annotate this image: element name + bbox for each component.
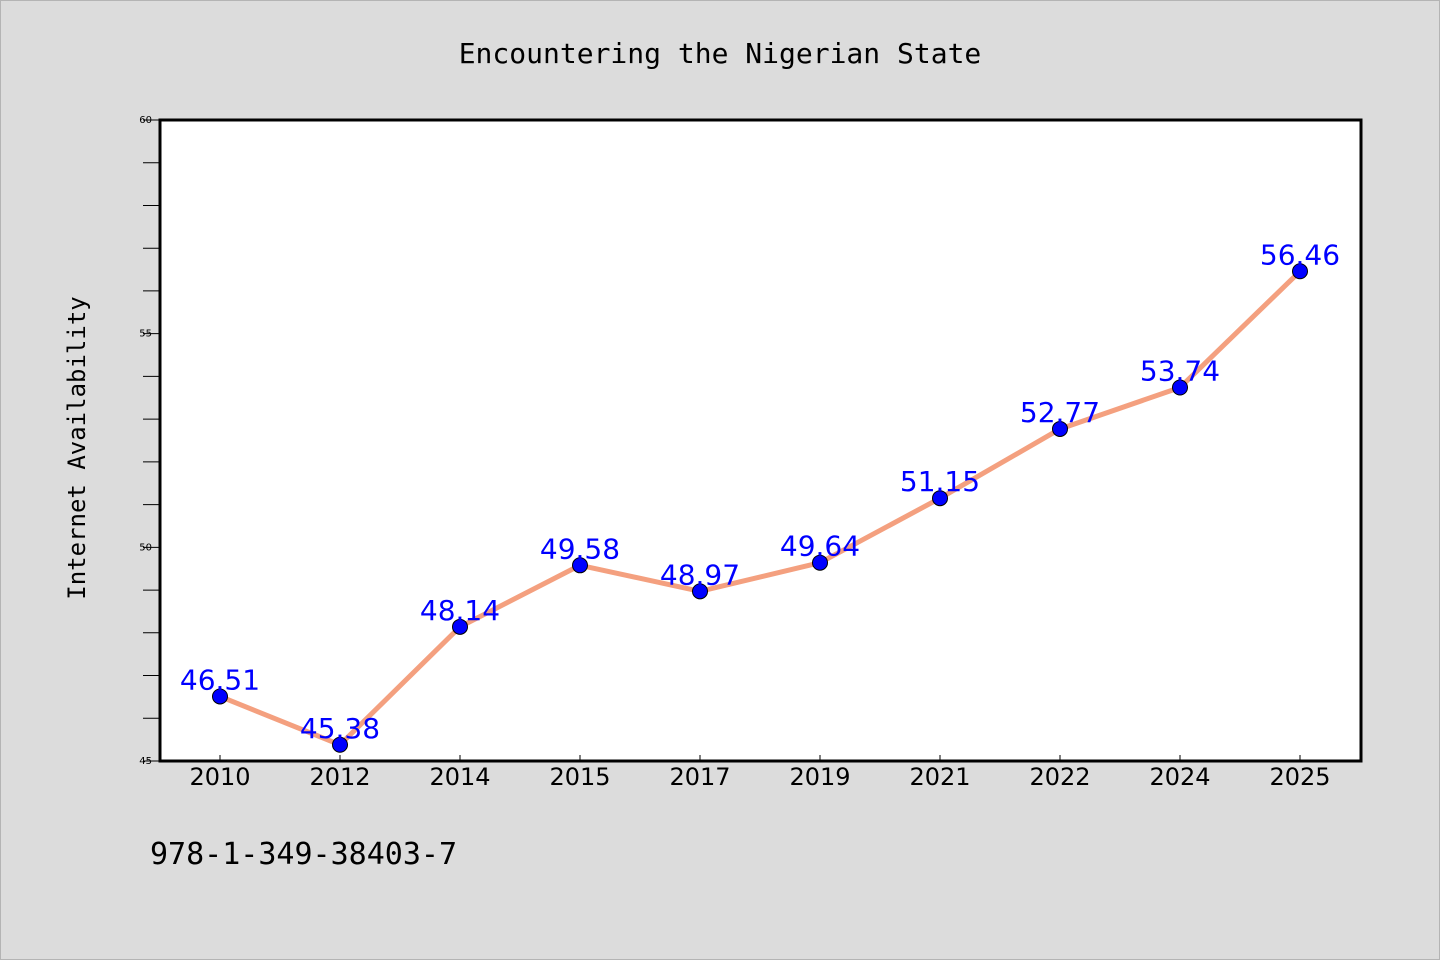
y-axis: 45 50 55 60 — [139, 115, 160, 767]
x-tick-label: 2024 — [1149, 763, 1210, 791]
y-tick-label: 55 — [139, 329, 152, 340]
data-point — [572, 557, 588, 574]
x-tick-label: 2019 — [789, 763, 850, 791]
y-tick-label: 50 — [139, 542, 152, 553]
data-point — [1052, 420, 1068, 437]
data-point — [1172, 379, 1188, 396]
data-label: 45.38 — [300, 712, 380, 745]
x-tick-label: 2017 — [669, 763, 730, 791]
data-point — [932, 490, 948, 507]
data-label: 53.74 — [1140, 355, 1220, 388]
data-label: 52.77 — [1020, 396, 1100, 429]
data-point — [212, 688, 228, 705]
x-tick-label: 2010 — [189, 763, 250, 791]
data-label: 49.64 — [780, 530, 860, 563]
y-axis-label: Internet Availability — [63, 296, 91, 599]
series-line — [217, 268, 1303, 748]
chart-title: Encountering the Nigerian State — [459, 37, 982, 70]
data-label: 49.58 — [540, 532, 620, 565]
data-label: 46.51 — [180, 663, 260, 696]
y-tick-label: 60 — [139, 115, 152, 126]
data-label: 51.15 — [900, 465, 980, 498]
data-label: 56.46 — [1260, 238, 1340, 271]
data-point — [1292, 263, 1308, 280]
x-tick-label: 2014 — [429, 763, 490, 791]
data-label: 48.14 — [420, 594, 500, 627]
x-tick-label: 2022 — [1029, 763, 1090, 791]
footnote-text: 978-1-349-38403-7 — [150, 837, 457, 872]
x-axis: 2010 2012 2014 2015 2017 2019 2021 2022 2024 2025 — [189, 755, 1331, 791]
data-point — [452, 618, 468, 635]
x-tick-label: 2015 — [549, 763, 610, 791]
x-tick-label: 2025 — [1269, 763, 1330, 791]
data-point — [332, 736, 348, 753]
data-label: 48.97 — [660, 558, 740, 591]
y-tick-label: 45 — [139, 756, 152, 767]
plot-area — [158, 118, 1363, 763]
x-tick-label: 2021 — [909, 763, 970, 791]
series-layer: 46.51 45.38 48.14 49.58 48.97 49.64 51.15 52.77… — [180, 238, 1340, 753]
x-tick-label: 2012 — [309, 763, 370, 791]
data-point — [812, 554, 828, 571]
data-point — [692, 583, 708, 600]
